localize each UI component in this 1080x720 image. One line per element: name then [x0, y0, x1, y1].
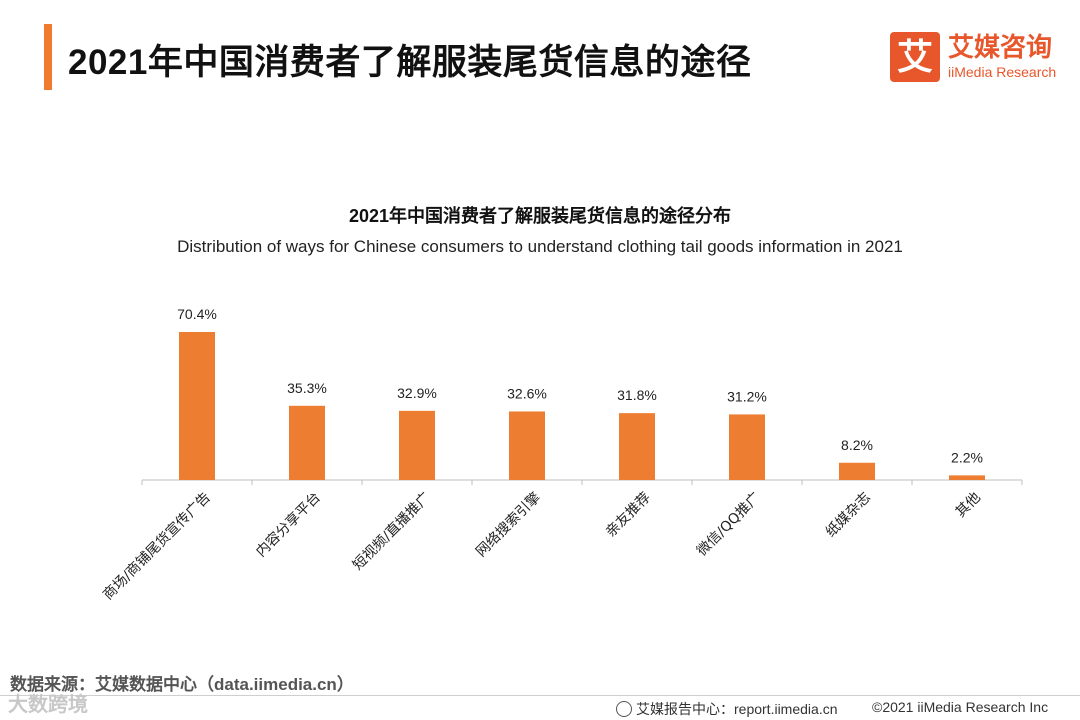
footer-report-text: 艾媒报告中心：report.iimedia.cn [636, 701, 838, 717]
x-tick-label-7: 纸媒杂志 [823, 490, 874, 541]
bar-6 [729, 414, 765, 480]
logo-name-en: iiMedia Research [948, 64, 1057, 80]
page-title: 2021年中国消费者了解服装尾货信息的途径 [68, 43, 752, 82]
globe-icon [616, 701, 632, 717]
bar-3 [399, 410, 435, 480]
bar-2 [289, 405, 325, 480]
x-tick-label-1: 商场/商铺尾货宣传广告 [99, 489, 213, 603]
x-tick-label-2: 内容分享平台 [252, 489, 323, 560]
chart-subtitle: Distribution of ways for Chinese consume… [177, 237, 903, 256]
x-tick-label-6: 微信/QQ推广 [694, 490, 764, 560]
bar-5 [619, 413, 655, 480]
bar-chart: 70.4% 商场/商铺尾货宣传广告 35.3% 内容分享平台 32.9% 短视频/直播推广… [99, 306, 1023, 603]
logo-mark-icon: 艾 [890, 32, 940, 82]
x-tick-label-8: 其他 [953, 490, 984, 521]
data-label-3: 32.9% [397, 385, 437, 401]
bar-8 [949, 475, 985, 480]
data-label-6: 31.2% [727, 388, 767, 404]
chart-title: 2021年中国消费者了解服装尾货信息的途径分布 [348, 206, 732, 226]
bar-7 [839, 462, 875, 480]
x-tick-label-5: 亲友推荐 [603, 490, 654, 541]
watermark-text: 大数跨境 [8, 694, 88, 716]
data-source: 数据来源：艾媒数据中心（data.iimedia.cn） [10, 675, 354, 694]
brand-logo: 艾 艾媒咨询 iiMedia Research [890, 32, 1070, 84]
logo-name-cn: 艾媒咨询 [948, 32, 1053, 62]
footer-copyright: ©2021 iiMedia Research Inc [872, 699, 1049, 715]
footer-divider [0, 695, 1080, 696]
data-label-4: 32.6% [507, 385, 547, 401]
footer-report-link[interactable]: 艾媒报告中心：report.iimedia.cn [616, 699, 838, 719]
data-label-5: 31.8% [617, 387, 657, 403]
x-tick-label-4: 网络搜索引擎 [472, 489, 543, 560]
x-tick-label-3: 短视频/直播推广 [349, 489, 434, 574]
data-label-2: 35.3% [287, 380, 327, 396]
data-label-1: 70.4% [177, 306, 217, 322]
bar-1 [179, 332, 215, 480]
data-label-8: 2.2% [951, 449, 983, 465]
bar-4 [509, 411, 545, 480]
title-accent-bar [44, 24, 52, 90]
data-label-7: 8.2% [841, 437, 873, 453]
